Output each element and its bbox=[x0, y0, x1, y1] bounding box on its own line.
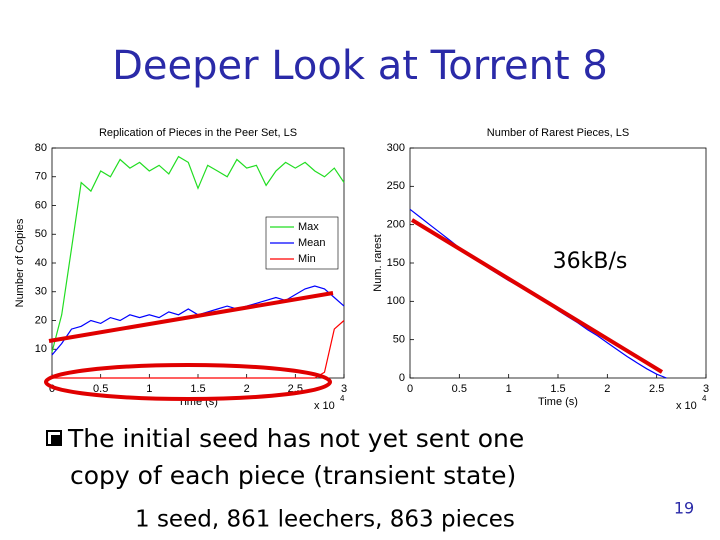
y-tick-label: 10 bbox=[35, 343, 47, 355]
y-tick-label: 40 bbox=[35, 257, 47, 269]
y-axis-label: Number of Copies bbox=[14, 218, 26, 307]
y-tick-label: 50 bbox=[35, 228, 47, 240]
x-tick-label: 1 bbox=[146, 383, 152, 395]
y-tick-label: 60 bbox=[35, 199, 47, 211]
charts: Replication of Pieces in the Peer Set, L… bbox=[14, 127, 709, 412]
y-tick-label: 0 bbox=[399, 372, 405, 384]
y-tick-label: 20 bbox=[35, 314, 47, 326]
x-tick-label: 0.5 bbox=[452, 383, 467, 395]
legend-label: Max bbox=[298, 221, 319, 233]
y-tick-label: 100 bbox=[387, 295, 405, 307]
trend-line bbox=[410, 218, 664, 374]
chart-title: Replication of Pieces in the Peer Set, L… bbox=[99, 127, 297, 139]
bullet-text: The initial seed has not yet sent one bbox=[67, 424, 524, 453]
y-tick-label: 250 bbox=[387, 180, 405, 192]
x-tick-label: 2.5 bbox=[649, 383, 664, 395]
slide-number: 19 bbox=[674, 499, 694, 518]
highlight-ellipse bbox=[44, 363, 332, 401]
y-tick-label: 200 bbox=[387, 219, 405, 231]
y-tick-label: 70 bbox=[35, 171, 47, 183]
x-tick-label: 1 bbox=[506, 383, 512, 395]
x-tick-label: 2 bbox=[244, 383, 250, 395]
y-tick-label: 50 bbox=[393, 334, 405, 346]
legend-label: Min bbox=[298, 253, 316, 265]
series-line bbox=[52, 320, 345, 379]
y-axis-label: Num. rarest bbox=[372, 234, 384, 291]
x-tick-label: 3 bbox=[341, 383, 347, 395]
x-scale-exponent: 4 bbox=[340, 394, 345, 403]
x-tick-label: 0 bbox=[407, 383, 413, 395]
slide-title: Deeper Look at Torrent 8 bbox=[112, 43, 608, 89]
annotation: 36kB/s bbox=[553, 249, 628, 274]
x-scale-label: x 10 bbox=[676, 400, 697, 412]
annotation-box bbox=[542, 247, 638, 277]
y-tick-label: 30 bbox=[35, 286, 47, 298]
x-tick-label: 0.5 bbox=[93, 383, 108, 395]
series-line bbox=[51, 155, 345, 353]
x-tick-label: 1.5 bbox=[550, 383, 565, 395]
overlay bbox=[44, 218, 664, 401]
legend-label: Mean bbox=[298, 237, 326, 249]
y-tick-label: 150 bbox=[387, 257, 405, 269]
x-tick-label: 2 bbox=[604, 383, 610, 395]
x-scale-label: x 10 bbox=[314, 400, 335, 412]
footnote: 1 seed, 861 leechers, 863 pieces bbox=[135, 507, 515, 533]
x-tick-label: 0 bbox=[49, 383, 55, 395]
x-tick-label: 3 bbox=[703, 383, 709, 395]
chart-title: Number of Rarest Pieces, LS bbox=[487, 127, 629, 139]
trend-line bbox=[48, 291, 334, 343]
x-tick-label: 1.5 bbox=[190, 383, 205, 395]
chart: Number of Rarest Pieces, LS Num. rarest Ti… bbox=[372, 127, 709, 412]
x-scale-exponent: 4 bbox=[702, 394, 707, 403]
y-tick-label: 300 bbox=[387, 142, 405, 154]
bullet-text: copy of each piece (transient state) bbox=[70, 461, 516, 490]
bullet-marker-shadow bbox=[51, 435, 62, 446]
y-tick-label: 80 bbox=[35, 142, 47, 154]
x-axis-label: Time (s) bbox=[538, 396, 578, 408]
